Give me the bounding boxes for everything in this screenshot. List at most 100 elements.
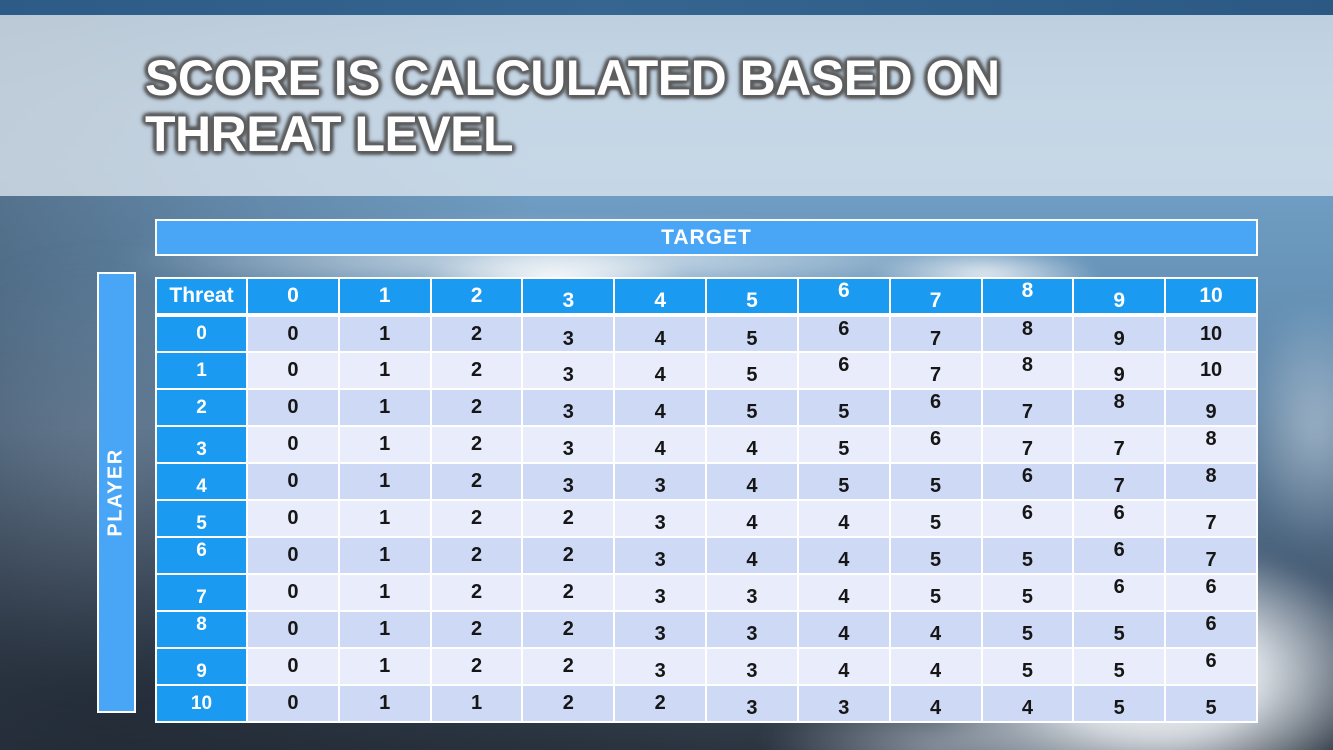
score-cell: 3: [705, 684, 799, 723]
cell-value: 8: [1021, 317, 1033, 340]
cell-value: 3: [196, 438, 207, 460]
cell-value: 5: [930, 586, 942, 608]
score-cell: 8: [1164, 425, 1258, 464]
cell-value: 4: [196, 475, 207, 497]
cell-value: 2: [562, 507, 574, 529]
score-cell: 3: [613, 573, 708, 612]
target-column-header: 6: [796, 277, 891, 317]
score-cell: 5: [796, 425, 891, 464]
target-column-header: 10: [1164, 277, 1258, 317]
target-column-header: 0: [246, 277, 340, 317]
cell-value: 6: [838, 354, 850, 376]
score-cell: 3: [613, 610, 708, 649]
cell-value: 6: [837, 279, 850, 302]
cell-value: 6: [1113, 502, 1125, 524]
target-column-header: 1: [337, 277, 432, 317]
score-cell: 9: [1072, 314, 1167, 353]
score-cell: 6: [1164, 573, 1258, 612]
score-cell: 5: [888, 573, 983, 612]
cell-value: 4: [746, 438, 758, 460]
score-cell: 5: [705, 388, 799, 427]
cell-value: 7: [929, 289, 942, 312]
cell-value: 5: [1113, 660, 1125, 682]
score-cell: 1: [337, 388, 432, 427]
cell-value: 7: [1113, 475, 1125, 497]
score-cell: 3: [521, 314, 616, 353]
cell-value: 3: [562, 364, 574, 386]
cell-value: 7: [1205, 512, 1217, 534]
cell-value: 5: [746, 327, 758, 350]
score-cell: 5: [888, 536, 983, 575]
score-cell: 5: [1072, 610, 1167, 649]
score-cell: 0: [246, 610, 340, 649]
score-cell: 5: [796, 388, 891, 427]
score-cell: 4: [796, 647, 891, 686]
matrix-header: Threat 0 1 2 3 4 5 6 7 8 9 10: [155, 277, 1258, 317]
score-cell: 5: [980, 610, 1075, 649]
score-cell: 6: [1164, 647, 1258, 686]
matrix-row: 5 0 1 2 2 3 4 4 5 6 6 7: [155, 499, 1258, 538]
matrix-header-row: Threat 0 1 2 3 4 5 6 7 8 9 10: [155, 277, 1258, 317]
cell-value: 5: [838, 475, 850, 497]
cell-value: 1: [196, 359, 207, 381]
cell-value: 2: [470, 581, 483, 603]
cell-value: 3: [654, 475, 666, 497]
score-cell: 1: [337, 610, 432, 649]
cell-value: 5: [838, 401, 850, 423]
cell-value: 5: [930, 512, 942, 534]
matrix-row: 3 0 1 2 3 4 4 5 6 7 7 8: [155, 425, 1258, 464]
cell-value: 7: [1205, 549, 1217, 571]
score-cell: 6: [1072, 536, 1167, 575]
slide-title: SCORE IS CALCULATED BASED ON THREAT LEVE…: [145, 50, 1065, 162]
score-cell: 7: [1072, 462, 1167, 501]
cell-value: 6: [1205, 613, 1217, 635]
score-cell: 4: [796, 499, 891, 538]
player-row-header: 3: [155, 425, 248, 464]
score-cell: 2: [429, 499, 524, 538]
score-cell: 10: [1164, 314, 1258, 353]
score-cell: 2: [429, 388, 524, 427]
score-cell: 0: [246, 573, 340, 612]
score-cell: 4: [613, 314, 708, 353]
cell-value: 3: [562, 327, 574, 350]
score-cell: 2: [521, 610, 616, 649]
cell-value: 5: [1113, 697, 1125, 719]
score-cell: 0: [246, 536, 340, 575]
cell-value: 1: [379, 470, 391, 492]
target-column-header: 9: [1072, 277, 1167, 317]
cell-value: 5: [930, 475, 942, 497]
score-cell: 4: [796, 573, 891, 612]
cell-value: 2: [470, 655, 483, 677]
score-cell: 3: [705, 647, 799, 686]
matrix-row: 6 0 1 2 2 3 4 4 5 5 6 7: [155, 536, 1258, 575]
score-cell: 6: [980, 499, 1075, 538]
cell-value: 4: [930, 697, 942, 719]
cell-value: 3: [654, 586, 666, 608]
score-cell: 3: [521, 388, 616, 427]
cell-value: 9: [196, 660, 207, 682]
cell-value: 5: [1113, 623, 1125, 645]
score-cell: 7: [1164, 536, 1258, 575]
target-column-header: 7: [888, 277, 983, 317]
cell-value: 1: [379, 692, 391, 714]
score-cell: 5: [980, 647, 1075, 686]
cell-value: 4: [838, 549, 850, 571]
cell-value: 5: [1205, 697, 1217, 719]
cell-value: 0: [287, 470, 299, 492]
score-cell: 0: [246, 388, 340, 427]
score-cell: 0: [246, 499, 340, 538]
cell-value: 6: [1205, 576, 1217, 598]
score-cell: 5: [796, 462, 891, 501]
cell-value: 5: [1021, 586, 1033, 608]
cell-value: 3: [746, 586, 758, 608]
score-cell: 4: [705, 462, 799, 501]
cell-value: 10: [190, 692, 213, 714]
cell-value: 3: [746, 660, 758, 682]
cell-value: 8: [1021, 354, 1033, 376]
slide-title-line1: SCORE IS CALCULATED BASED ON: [145, 50, 1000, 106]
score-cell: 1: [337, 462, 432, 501]
score-cell: 3: [705, 610, 799, 649]
player-row-header: 8: [155, 610, 248, 649]
cell-value: 5: [838, 438, 850, 460]
